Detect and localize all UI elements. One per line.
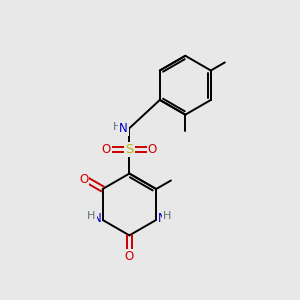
Text: H: H xyxy=(113,122,121,132)
Text: H: H xyxy=(163,212,172,221)
Text: O: O xyxy=(102,143,111,156)
Text: O: O xyxy=(125,250,134,262)
Text: N: N xyxy=(92,212,101,225)
Text: H: H xyxy=(87,212,96,221)
Text: N: N xyxy=(119,122,128,135)
Text: O: O xyxy=(79,173,88,186)
Text: N: N xyxy=(158,212,166,225)
Text: S: S xyxy=(125,143,134,156)
Text: O: O xyxy=(148,143,157,156)
